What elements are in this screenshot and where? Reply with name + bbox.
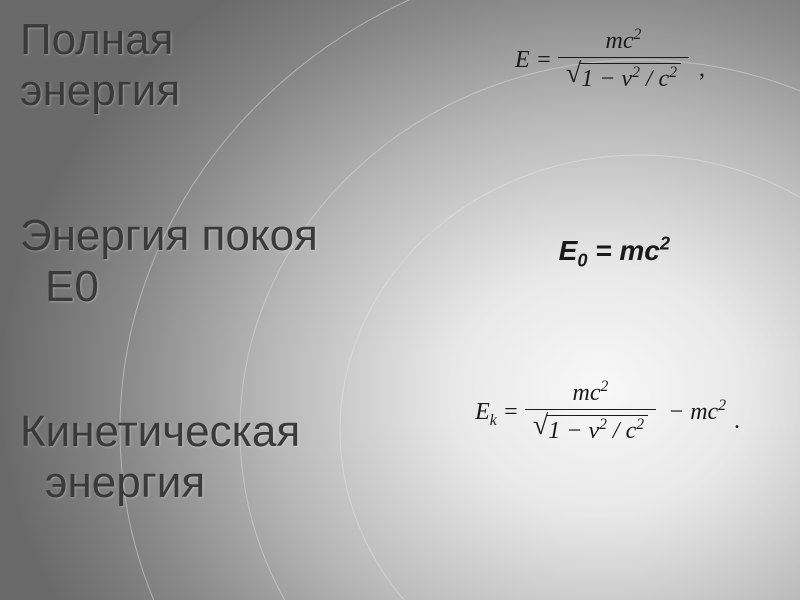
f1-denominator: √ 1 − v2 / c2 <box>558 58 689 93</box>
f3-minus: − mc <box>668 399 718 425</box>
f1-den-c-sup: 2 <box>669 64 677 81</box>
f3-den-pre: 1 − <box>548 418 588 444</box>
f3-fraction: mc2 √ 1 − v2 / c2 <box>525 380 656 445</box>
f3-sub: k <box>490 412 497 429</box>
heading-total-energy-l1: Полная <box>20 15 173 64</box>
formula-kinetic-energy: Ek = mc2 √ 1 − v2 / c2 <box>475 380 740 445</box>
f1-eq: = <box>536 47 552 74</box>
f1-sqrt: √ 1 − v2 / c2 <box>566 63 681 93</box>
heading-kinetic-energy-l2: энергия <box>20 458 205 507</box>
heading-rest-energy-l1: Энергия покоя <box>20 211 318 260</box>
f3-num-sup: 2 <box>601 378 609 395</box>
formula-rest-energy: E0 = mc2 <box>559 235 670 267</box>
headings-column: Полная энергия Энергия покоя Е0 Кинетиче… <box>20 15 380 509</box>
f3-denominator: √ 1 − v2 / c2 <box>525 410 656 445</box>
f3-sqrt-content: 1 − v2 / c2 <box>546 415 648 445</box>
f1-num-mc: mc <box>606 28 634 54</box>
f1-num-sup: 2 <box>634 26 642 43</box>
f1-den-v-sup: 2 <box>632 64 640 81</box>
f3-den-c-sup: 2 <box>636 416 644 433</box>
f3-numerator: mc2 <box>525 380 656 410</box>
f3-eq: = <box>503 399 519 426</box>
f1-sqrt-content: 1 − v2 / c2 <box>579 63 681 93</box>
f3-minus-sup: 2 <box>718 397 726 414</box>
f1-trailing: , <box>699 56 705 93</box>
heading-kinetic-energy: Кинетическая энергия <box>20 407 380 508</box>
f2-E: E <box>559 235 578 266</box>
f3-den-v: v <box>588 418 599 444</box>
heading-rest-energy: Энергия покоя Е0 <box>20 211 380 312</box>
f3-E: E <box>475 399 490 425</box>
slide-background: Полная энергия Энергия покоя Е0 Кинетиче… <box>0 0 800 600</box>
f3-den-v-sup: 2 <box>599 416 607 433</box>
f2-mid: = mc <box>587 235 659 266</box>
f3-sqrt: √ 1 − v2 / c2 <box>533 415 648 445</box>
f2-sub: 0 <box>577 251 587 271</box>
formula-total-energy: E = mc2 √ 1 − v2 / c2 <box>515 28 705 93</box>
heading-kinetic-energy-l1: Кинетическая <box>20 407 300 456</box>
f2-sup: 2 <box>660 234 670 254</box>
f3-den-slash: / <box>607 418 626 444</box>
f3-num-mc: mc <box>573 380 601 406</box>
slide-content: Полная энергия Энергия покоя Е0 Кинетиче… <box>0 0 800 600</box>
heading-rest-energy-l2: Е0 <box>20 262 99 311</box>
f1-numerator: mc2 <box>558 28 689 58</box>
f1-den-slash: / <box>640 66 659 92</box>
heading-total-energy-l2: энергия <box>20 66 180 115</box>
f1-den-c: c <box>659 66 670 92</box>
f3-trailing: . <box>734 408 740 445</box>
f1-fraction: mc2 √ 1 − v2 / c2 <box>558 28 689 93</box>
f1-den-pre: 1 − <box>581 66 621 92</box>
f3-minus-term: − mc2 <box>668 399 726 426</box>
f1-lhs: E <box>515 47 530 74</box>
heading-total-energy: Полная энергия <box>20 15 380 116</box>
f1-den-v: v <box>621 66 632 92</box>
f3-den-c: c <box>626 418 637 444</box>
